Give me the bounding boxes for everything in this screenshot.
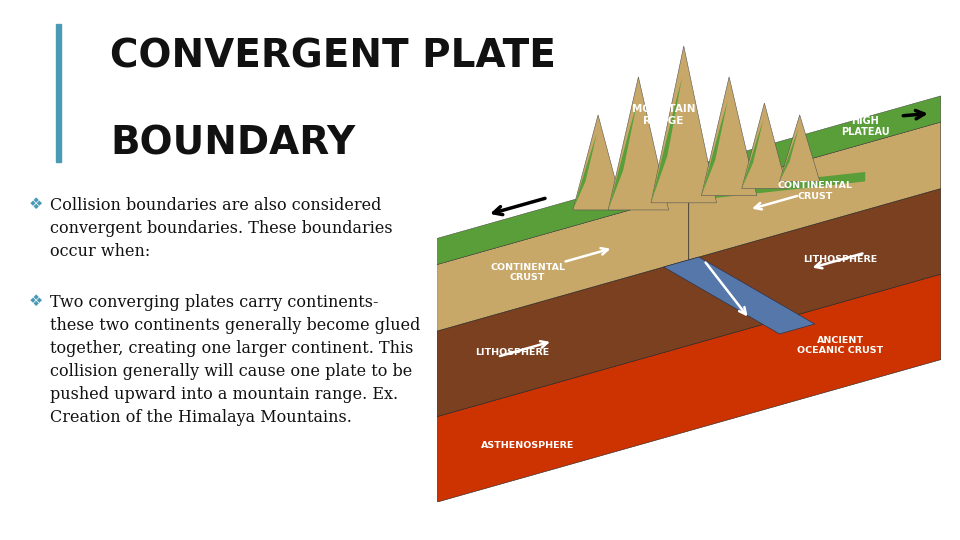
Polygon shape (437, 167, 688, 265)
Polygon shape (651, 77, 683, 203)
Polygon shape (563, 172, 865, 215)
Polygon shape (573, 134, 597, 210)
Text: MOUNTAIN
RANGE: MOUNTAIN RANGE (632, 104, 695, 126)
Text: CONTINENTAL
CRUST: CONTINENTAL CRUST (490, 262, 565, 282)
Polygon shape (702, 100, 728, 195)
Text: ASTHENOSPHERE: ASTHENOSPHERE (481, 441, 574, 450)
Polygon shape (780, 115, 820, 181)
Text: LITHOSPHERE: LITHOSPHERE (803, 255, 877, 265)
Polygon shape (702, 77, 756, 195)
Text: ❖: ❖ (29, 197, 43, 212)
Text: ❖: ❖ (29, 294, 43, 309)
Polygon shape (437, 193, 688, 331)
Text: CONTINENTAL
CRUST: CONTINENTAL CRUST (778, 181, 852, 201)
Polygon shape (437, 274, 941, 502)
Text: BOUNDARY: BOUNDARY (110, 124, 355, 162)
Polygon shape (609, 104, 636, 210)
Polygon shape (651, 46, 716, 203)
Text: LITHOSPHERE: LITHOSPHERE (475, 348, 549, 357)
Polygon shape (742, 103, 787, 188)
Text: Two converging plates carry continents-
these two continents generally become gl: Two converging plates carry continents- … (50, 294, 420, 426)
Polygon shape (780, 128, 799, 181)
Polygon shape (573, 115, 623, 210)
Text: CONVERGENT PLATE: CONVERGENT PLATE (110, 38, 556, 76)
Polygon shape (742, 120, 763, 188)
Text: ANCIENT
OCEANIC CRUST: ANCIENT OCEANIC CRUST (797, 336, 883, 355)
Polygon shape (437, 188, 941, 417)
Bar (56, 24, 61, 162)
Polygon shape (688, 96, 941, 193)
Polygon shape (609, 77, 668, 210)
Text: Collision boundaries are also considered
convergent boundaries. These boundaries: Collision boundaries are also considered… (50, 197, 393, 260)
Polygon shape (663, 257, 815, 334)
Polygon shape (688, 122, 941, 260)
Text: HIGH
PLATEAU: HIGH PLATEAU (841, 116, 890, 137)
